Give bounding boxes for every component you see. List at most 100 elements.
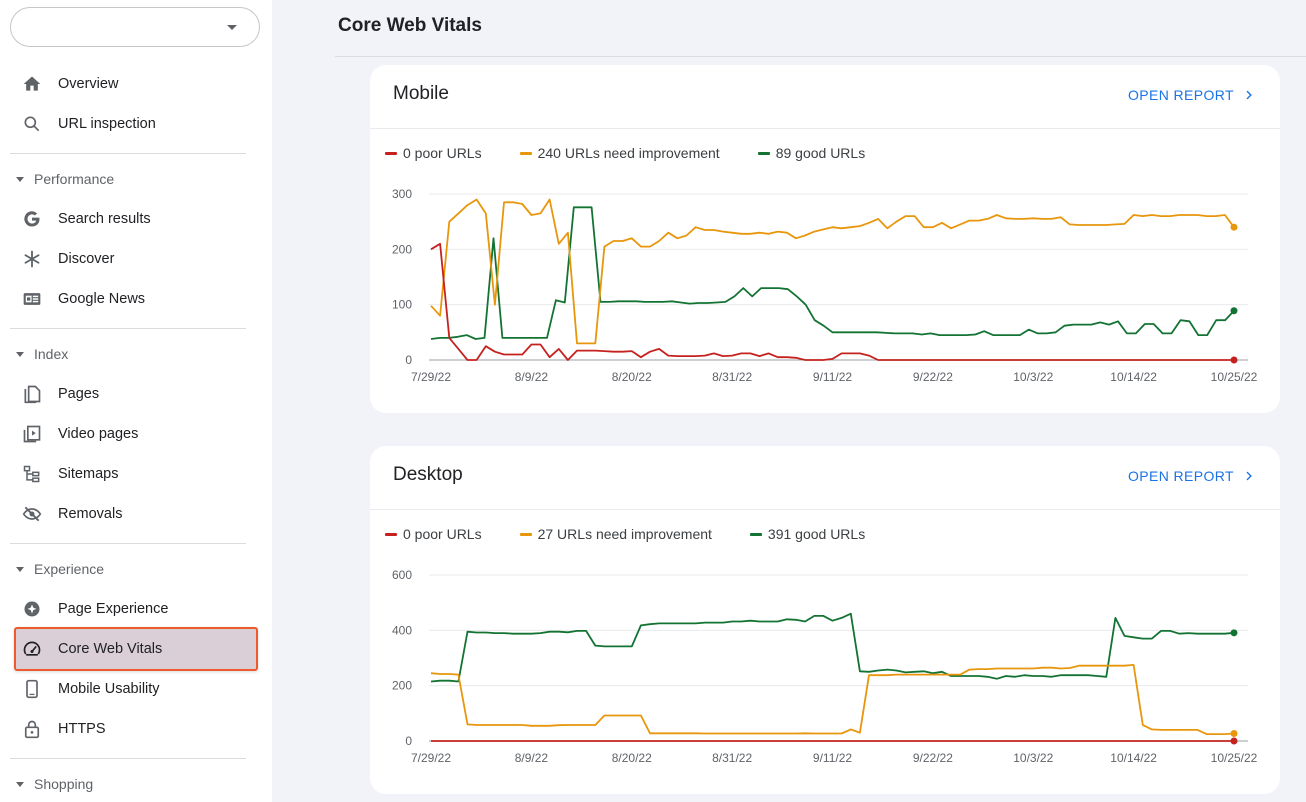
sidebar-item-url-inspection[interactable]: URL inspection bbox=[14, 104, 258, 144]
series-endpoint-poor bbox=[1230, 737, 1238, 745]
sidebar-item-page-experience[interactable]: Page Experience bbox=[14, 589, 258, 629]
chevron-right-icon bbox=[1246, 90, 1252, 100]
news-icon bbox=[22, 289, 42, 309]
sidebar-item-discover[interactable]: Discover bbox=[14, 239, 258, 279]
sidebar-item-label: Pages bbox=[58, 386, 100, 402]
video-pages-icon bbox=[22, 424, 42, 444]
legend-item-needs-improvement[interactable]: 240 URLs need improvement bbox=[519, 145, 720, 161]
sidebar-item-label: Core Web Vitals bbox=[58, 641, 163, 657]
series-endpoint-needs-improvement bbox=[1230, 730, 1238, 738]
x-tick-label: 9/11/22 bbox=[813, 751, 852, 765]
sidebar-item-label: Removals bbox=[58, 506, 123, 522]
section-title: Shopping bbox=[34, 776, 94, 792]
y-tick-label: 200 bbox=[392, 679, 412, 693]
legend-swatch bbox=[749, 532, 762, 536]
desktop-chart: 0 200 400 600 7/29/22 8/9/22 8/20/22 8/31/22 9/1… bbox=[392, 568, 1258, 765]
series-line-good bbox=[430, 206, 1235, 340]
y-tick-label: 400 bbox=[392, 623, 412, 637]
search-icon bbox=[22, 114, 42, 134]
caret-down-icon bbox=[16, 566, 24, 572]
sidebar-item-mobile-usability[interactable]: Mobile Usability bbox=[14, 669, 258, 709]
sidebar-item-pages[interactable]: Pages bbox=[14, 374, 258, 414]
legend-label: 0 poor URLs bbox=[403, 526, 482, 542]
legend-item-poor[interactable]: 0 poor URLs bbox=[385, 526, 482, 542]
x-tick-label: 7/29/22 bbox=[411, 370, 451, 384]
legend-item-needs-improvement[interactable]: 27 URLs need improvement bbox=[519, 526, 712, 542]
series-line-good bbox=[430, 612, 1235, 683]
section-experience[interactable]: Experience bbox=[14, 557, 104, 581]
home-icon bbox=[22, 74, 42, 94]
x-tick-label: 10/3/22 bbox=[1013, 751, 1053, 765]
sidebar-item-removals[interactable]: Removals bbox=[14, 494, 258, 534]
sidebar-item-core-web-vitals[interactable]: Core Web Vitals bbox=[14, 627, 258, 671]
x-tick-label: 8/31/22 bbox=[712, 751, 752, 765]
sidebar-item-label: Video pages bbox=[58, 426, 139, 442]
open-report-button[interactable]: OPEN REPORT bbox=[1128, 87, 1256, 103]
section-shopping[interactable]: Shopping bbox=[14, 772, 93, 796]
y-tick-label: 0 bbox=[405, 353, 412, 367]
divider bbox=[10, 758, 246, 759]
x-tick-label: 10/3/22 bbox=[1013, 370, 1053, 384]
open-report-label: OPEN REPORT bbox=[1127, 87, 1234, 103]
x-tick-label: 9/11/22 bbox=[813, 370, 852, 384]
open-report-label: OPEN REPORT bbox=[1127, 468, 1234, 484]
y-tick-label: 200 bbox=[392, 242, 412, 256]
series-endpoint-good bbox=[1230, 307, 1238, 315]
series-line-poor bbox=[430, 242, 1234, 361]
x-tick-label: 10/14/22 bbox=[1110, 751, 1157, 765]
sidebar-item-label: Google News bbox=[58, 291, 146, 307]
desktop-card: Desktop OPEN REPORT 0 poor URLs 27 URLs … bbox=[370, 446, 1280, 794]
section-title: Performance bbox=[34, 171, 115, 187]
phone-icon bbox=[22, 679, 42, 699]
sidebar-item-overview[interactable]: Overview bbox=[14, 64, 258, 104]
legend-swatch bbox=[519, 151, 532, 155]
open-report-button[interactable]: OPEN REPORT bbox=[1128, 468, 1256, 484]
card-title: Desktop bbox=[393, 464, 463, 485]
sidebar-item-label: Search results bbox=[58, 211, 151, 227]
y-tick-label: 100 bbox=[392, 298, 412, 312]
x-tick-label: 8/20/22 bbox=[612, 751, 652, 765]
legend-item-poor[interactable]: 0 poor URLs bbox=[385, 145, 482, 161]
legend-item-good[interactable]: 391 good URLs bbox=[749, 526, 866, 542]
sidebar: Overview URL inspection Performance Sear… bbox=[0, 0, 272, 802]
section-title: Index bbox=[34, 346, 69, 362]
x-tick-label: 10/25/22 bbox=[1211, 370, 1258, 384]
eye-off-icon bbox=[22, 504, 42, 524]
divider bbox=[335, 56, 1306, 57]
card-title: Mobile bbox=[393, 83, 449, 104]
series-endpoint-good bbox=[1230, 629, 1238, 637]
y-tick-label: 600 bbox=[392, 568, 412, 582]
x-tick-label: 8/31/22 bbox=[712, 370, 752, 384]
legend-label: 27 URLs need improvement bbox=[537, 526, 712, 542]
sidebar-item-google-news[interactable]: Google News bbox=[14, 279, 258, 319]
x-tick-label: 7/29/22 bbox=[411, 751, 451, 765]
divider bbox=[370, 128, 1280, 129]
legend-label: 0 poor URLs bbox=[403, 145, 482, 161]
divider bbox=[370, 509, 1280, 510]
legend-swatch bbox=[519, 532, 532, 536]
chevron-down-icon[interactable] bbox=[227, 25, 237, 30]
legend-label: 391 good URLs bbox=[767, 526, 866, 542]
sidebar-item-https[interactable]: HTTPS bbox=[14, 709, 258, 749]
x-tick-label: 10/25/22 bbox=[1211, 751, 1258, 765]
legend-label: 240 URLs need improvement bbox=[537, 145, 720, 161]
property-selector[interactable] bbox=[10, 7, 260, 47]
sidebar-item-label: Overview bbox=[58, 76, 119, 92]
sidebar-item-label: Discover bbox=[58, 251, 115, 267]
y-tick-label: 0 bbox=[405, 734, 412, 748]
section-index[interactable]: Index bbox=[14, 342, 68, 366]
lock-icon bbox=[22, 719, 42, 739]
section-title: Experience bbox=[34, 561, 105, 577]
sidebar-item-video-pages[interactable]: Video pages bbox=[14, 414, 258, 454]
page-title: Core Web Vitals bbox=[338, 15, 482, 36]
sidebar-item-search-results[interactable]: Search results bbox=[14, 199, 258, 239]
sidebar-item-label: HTTPS bbox=[58, 721, 106, 737]
divider bbox=[10, 328, 246, 329]
divider bbox=[10, 543, 246, 544]
sidebar-item-sitemaps[interactable]: Sitemaps bbox=[14, 454, 258, 494]
section-performance[interactable]: Performance bbox=[14, 167, 114, 191]
legend-item-good[interactable]: 89 good URLs bbox=[757, 145, 865, 161]
x-tick-label: 10/14/22 bbox=[1110, 370, 1157, 384]
caret-down-icon bbox=[16, 781, 24, 787]
chevron-right-icon bbox=[1246, 471, 1252, 481]
